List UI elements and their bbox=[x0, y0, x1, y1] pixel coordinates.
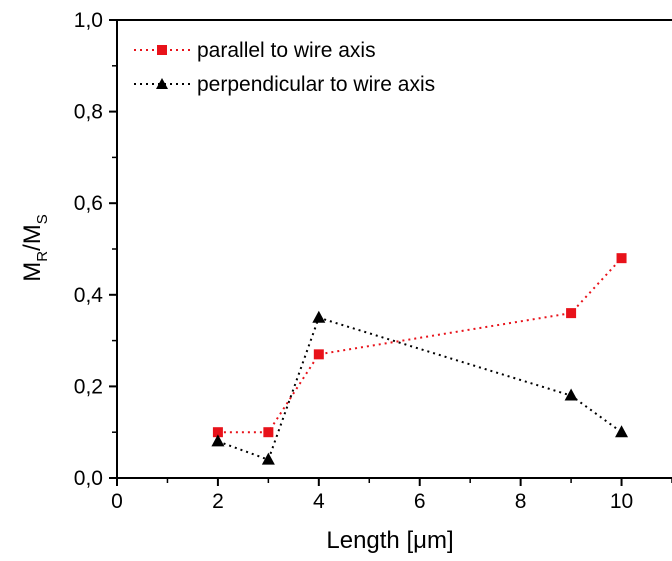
y-tick-label: 0,0 bbox=[74, 467, 103, 490]
legend-label-parallel: parallel to wire axis bbox=[197, 39, 376, 62]
series-perpendicular bbox=[211, 310, 629, 465]
data-point-triangle bbox=[312, 310, 326, 323]
legend-marker-triangle bbox=[156, 78, 168, 89]
x-axis-title: Length [μm] bbox=[326, 527, 453, 554]
data-point-square bbox=[263, 427, 274, 438]
data-point-triangle bbox=[211, 434, 225, 447]
series-parallel bbox=[212, 253, 627, 438]
y-tick-label: 0,6 bbox=[74, 192, 103, 215]
x-tick-label: 4 bbox=[313, 490, 325, 513]
y-axis-title-main: M bbox=[19, 262, 46, 282]
x-tick-label: 2 bbox=[212, 490, 224, 513]
data-point-square bbox=[566, 308, 577, 319]
series-layer bbox=[211, 253, 629, 465]
y-axis-title: MR/MS bbox=[19, 214, 51, 282]
y-tick-label: 0,4 bbox=[74, 284, 104, 307]
data-point-square bbox=[212, 427, 223, 438]
y-axis-title-sub-r: R bbox=[34, 251, 51, 262]
legend-marker-square bbox=[157, 45, 167, 55]
y-axis-title-sub-s: S bbox=[34, 214, 51, 224]
legend-label-perpendicular: perpendicular to wire axis bbox=[197, 73, 435, 96]
data-point-triangle bbox=[261, 452, 275, 465]
y-tick-label: 1,0 bbox=[74, 9, 103, 32]
y-tick-label: 0,8 bbox=[74, 101, 103, 124]
legend-item-perpendicular: perpendicular to wire axis bbox=[134, 73, 435, 96]
y-axis-title-slash: /M bbox=[19, 224, 46, 251]
x-tick-label: 8 bbox=[515, 490, 527, 513]
y-tick-label: 0,2 bbox=[74, 375, 103, 398]
x-tick-label: 10 bbox=[610, 490, 633, 513]
series-line bbox=[217, 316, 623, 461]
x-tick-label: 6 bbox=[414, 490, 426, 513]
data-point-triangle bbox=[564, 388, 578, 401]
data-point-square bbox=[616, 253, 627, 264]
series-line bbox=[217, 257, 623, 434]
legend: parallel to wire axis perpendicular to w… bbox=[134, 39, 435, 96]
legend-item-parallel: parallel to wire axis bbox=[134, 39, 376, 62]
axis-ticks bbox=[109, 19, 672, 486]
data-point-triangle bbox=[615, 425, 629, 438]
data-point-square bbox=[313, 349, 324, 360]
x-tick-label: 0 bbox=[111, 490, 123, 513]
tick-labels: 0 2 4 6 8 10 0,0 0,2 0,4 0,6 0,8 1,0 bbox=[74, 9, 633, 513]
